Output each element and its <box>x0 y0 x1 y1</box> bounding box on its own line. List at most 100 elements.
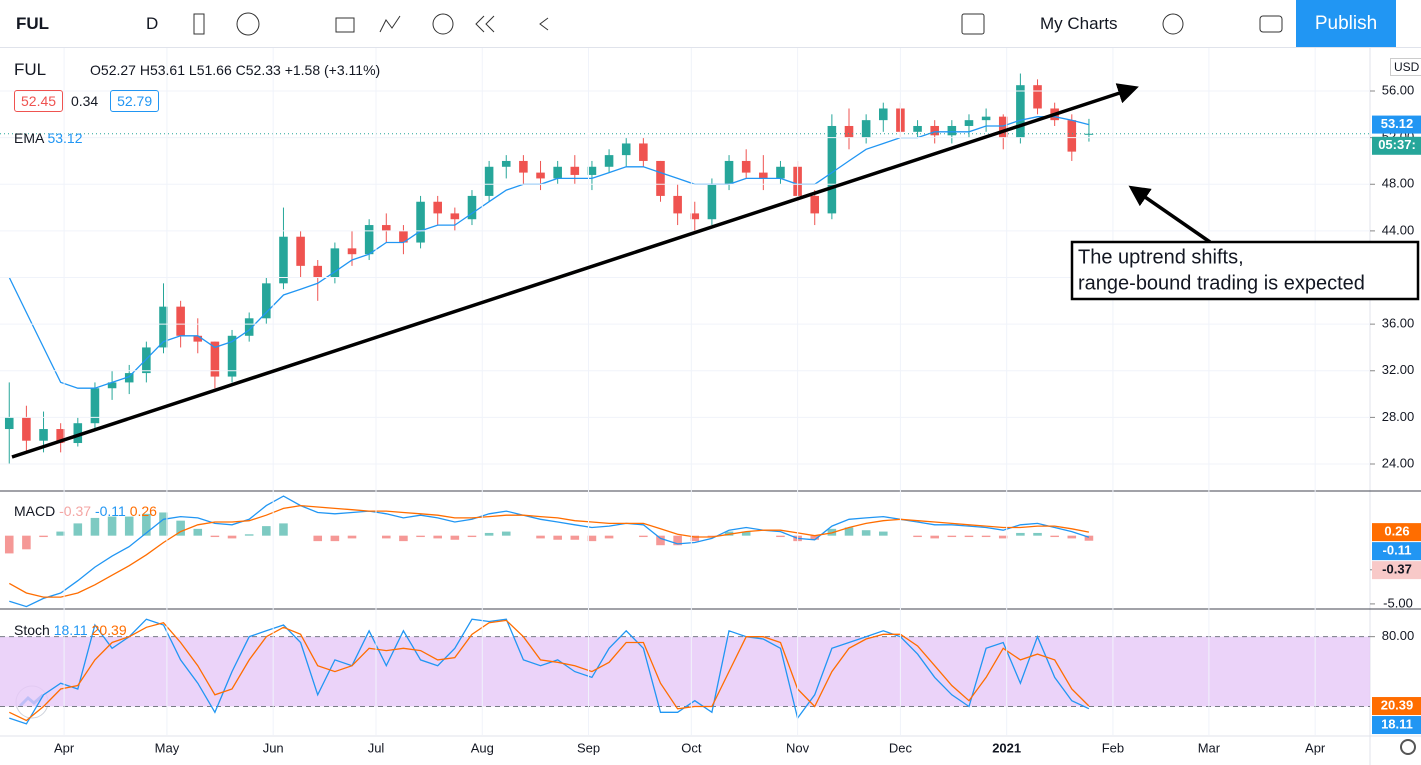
histogram-bar <box>741 531 751 536</box>
change: +1.58 (+3.11%) <box>284 62 381 78</box>
candle-body <box>176 306 185 336</box>
icon[interactable] <box>432 13 454 35</box>
settings-icon[interactable] <box>1400 739 1416 755</box>
candle-body <box>913 125 922 132</box>
candle-body <box>947 125 957 136</box>
series-line <box>9 618 1090 725</box>
candle-body <box>879 108 888 121</box>
histogram-bar <box>433 535 442 539</box>
macd-label: MACD <box>14 503 56 519</box>
icon[interactable] <box>335 17 355 33</box>
candle-body <box>724 160 734 185</box>
candle-body <box>107 382 117 389</box>
ema-value: 53.12 <box>47 130 83 146</box>
x-tick-label: Mar <box>1198 740 1221 755</box>
symbol[interactable]: FUL <box>16 14 50 33</box>
histogram-bar <box>450 535 460 540</box>
o-label: O <box>90 62 101 78</box>
histogram-bar <box>484 532 494 536</box>
icon[interactable] <box>379 15 401 33</box>
candle-body <box>364 225 374 255</box>
candle-body <box>570 166 580 175</box>
candle-body <box>382 225 391 231</box>
interval[interactable]: D <box>146 14 159 33</box>
candle-body <box>759 172 768 179</box>
candle-body <box>124 373 134 383</box>
price-label: 0.26 <box>1384 524 1409 539</box>
candle-body <box>330 248 340 278</box>
price-label: 20.39 <box>1381 697 1414 712</box>
y-tick-label: 32.00 <box>1382 362 1415 377</box>
y-tick-label: 48.00 <box>1382 176 1415 191</box>
x-tick-label: Jul <box>368 740 385 755</box>
histogram-bar <box>673 535 682 546</box>
legend: FUL O52.27 H53.61 L51.66 C52.33 +1.58 (+… <box>14 60 380 80</box>
band <box>0 636 1370 707</box>
icon[interactable] <box>1162 13 1184 35</box>
histogram-bar <box>279 523 288 536</box>
publish-button[interactable]: Publish <box>1296 0 1396 47</box>
icon[interactable] <box>1259 15 1283 33</box>
d-value: 20.39 <box>91 622 127 638</box>
candle-body <box>673 195 682 214</box>
candle-body <box>159 306 168 348</box>
candle-body <box>296 236 305 266</box>
x-tick-label: Apr <box>1305 740 1326 755</box>
price-label: -0.37 <box>1382 562 1412 577</box>
candle-body <box>998 116 1008 138</box>
annotation-arrow <box>1128 185 1211 244</box>
histogram-bar <box>724 531 734 536</box>
price-label-bg <box>1372 716 1421 735</box>
histogram-bar <box>930 535 939 539</box>
histogram-bar <box>947 535 957 538</box>
price-label-bg <box>1372 136 1421 155</box>
candle-body <box>656 160 665 196</box>
my-charts[interactable]: My Charts <box>1040 14 1118 33</box>
spread: 0.34 <box>70 93 99 109</box>
histogram-bar <box>810 535 820 540</box>
histogram-bar <box>776 535 785 538</box>
histogram-bar <box>501 531 511 536</box>
x-tick-label: 2021 <box>992 740 1021 755</box>
histogram-bar <box>107 516 117 536</box>
candle-body <box>536 172 545 179</box>
annotation-box <box>1070 240 1420 301</box>
histogram-bar <box>330 535 340 542</box>
price-label-bg <box>1372 542 1421 561</box>
histogram-bar <box>690 535 700 542</box>
l-label: L <box>188 62 197 78</box>
histogram-bar <box>1084 535 1094 541</box>
macd-value: -0.11 <box>94 503 126 519</box>
histogram-bar <box>227 535 237 539</box>
stoch-legend: Stoch 18.11 20.39 <box>14 622 127 638</box>
histogram-bar <box>159 512 168 536</box>
candle-body <box>639 143 648 161</box>
candle-body <box>930 125 939 136</box>
x-tick-label: Jun <box>263 740 284 755</box>
icon[interactable] <box>475 15 495 33</box>
histogram-bar <box>4 535 14 554</box>
candle-body <box>844 125 854 138</box>
candle-body <box>707 184 717 220</box>
candle-body <box>810 195 820 214</box>
icon[interactable] <box>961 13 985 35</box>
candle-body <box>313 265 323 278</box>
macd-legend: MACD -0.37 -0.11 0.26 <box>14 503 157 519</box>
candle-body <box>433 201 442 214</box>
currency[interactable]: USD <box>1390 58 1421 76</box>
histogram-bar <box>22 535 31 550</box>
candle-body <box>90 388 100 424</box>
candle-body <box>279 236 288 284</box>
histogram-bar <box>570 535 580 540</box>
histogram-bar <box>536 535 545 539</box>
icon[interactable] <box>539 17 549 31</box>
icon[interactable] <box>193 13 205 35</box>
ema-label: EMA <box>14 130 44 146</box>
c-value: 52.33 <box>245 62 281 78</box>
histogram-bar <box>1050 535 1059 538</box>
icon[interactable] <box>236 12 260 36</box>
candle-body <box>56 429 65 444</box>
x-tick-label: May <box>155 740 180 755</box>
pane <box>0 618 1370 725</box>
